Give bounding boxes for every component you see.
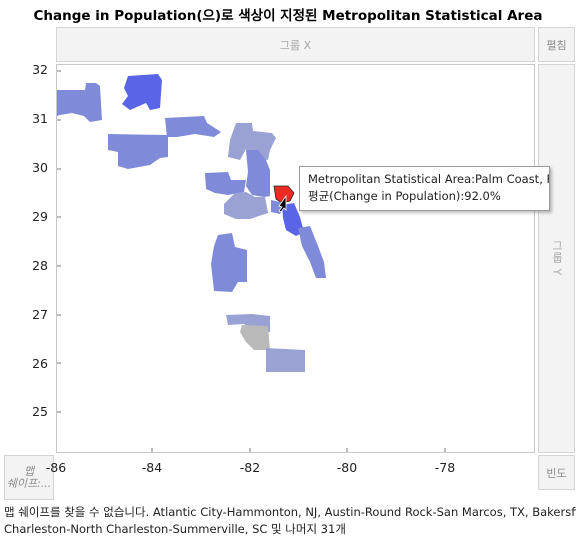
y-tick-label: 32 [32, 62, 48, 77]
msa-region-shape[interactable] [108, 134, 168, 169]
msa-region-shape[interactable] [240, 325, 270, 350]
msa-region-shape[interactable] [266, 348, 305, 372]
x-tick-label: -80 [336, 460, 358, 475]
x-tick-label: -82 [239, 460, 261, 475]
tooltip-value-line: 평균(Change in Population):92.0% [308, 189, 501, 203]
y-tick-label: 25 [32, 404, 48, 419]
x-tick-label: -86 [45, 460, 67, 475]
msa-region-shape[interactable] [57, 83, 102, 122]
msa-region-shape[interactable] [205, 172, 246, 195]
y-tick-label: 27 [32, 307, 48, 322]
tooltip-msa-line: Metropolitan Statistical Area:Palm Coast… [308, 172, 550, 186]
msa-region-shape[interactable] [246, 150, 270, 197]
y-tick-label: 26 [32, 356, 48, 371]
map-shape-label-2: 쉐이프:... [6, 476, 52, 490]
x-tick-label: -84 [141, 460, 163, 475]
msa-region-shape[interactable] [282, 203, 304, 236]
missing-shapes-note-line-1: 맵 쉐이프를 찾을 수 없습니다. Atlantic City-Hammonto… [4, 505, 576, 519]
group-x-label: 그룹 X [279, 38, 312, 52]
missing-shapes-note-line-2: Charleston-North Charleston-Summerville,… [4, 522, 346, 536]
frequency-dropzone[interactable]: 빈도 [538, 455, 575, 490]
frequency-label: 빈도 [546, 466, 567, 480]
msa-palm-coast-selected[interactable] [273, 185, 295, 204]
map-svg [57, 70, 446, 452]
map-shape-label-1: 맵 [23, 464, 35, 478]
chart-title: Change in Population(으)로 색상이 지정된 Metropo… [33, 8, 543, 24]
msa-region-shape[interactable] [228, 123, 276, 160]
msa-region-shape[interactable] [224, 192, 268, 219]
group-y-label: 그룹 Y [550, 240, 564, 277]
y-tick-label: 29 [32, 209, 48, 224]
y-tick-label: 31 [32, 111, 48, 126]
hover-tooltip: Metropolitan Statistical Area:Palm Coast… [299, 166, 550, 211]
msa-region-shape[interactable] [298, 226, 326, 278]
wrap-label: 펼침 [546, 38, 567, 52]
group-x-dropzone[interactable]: 그룹 X [56, 27, 535, 62]
group-y-dropzone[interactable]: 그룹 Y [538, 64, 575, 453]
wrap-dropzone[interactable]: 펼침 [538, 27, 575, 62]
msa-region-shape[interactable] [122, 74, 162, 110]
y-tick-label: 28 [32, 258, 48, 273]
map-shape-dropzone[interactable]: 맵 쉐이프:... [4, 455, 54, 500]
missing-shapes-note: 맵 쉐이프를 찾을 수 없습니다. Atlantic City-Hammonto… [4, 504, 576, 538]
msa-region-shape[interactable] [211, 233, 247, 292]
y-tick-label: 30 [32, 160, 48, 175]
x-tick-label: -78 [434, 460, 456, 475]
msa-region-shape[interactable] [165, 116, 221, 137]
cursor-arrow-icon [278, 194, 287, 213]
map-plot-area[interactable] [56, 64, 535, 453]
